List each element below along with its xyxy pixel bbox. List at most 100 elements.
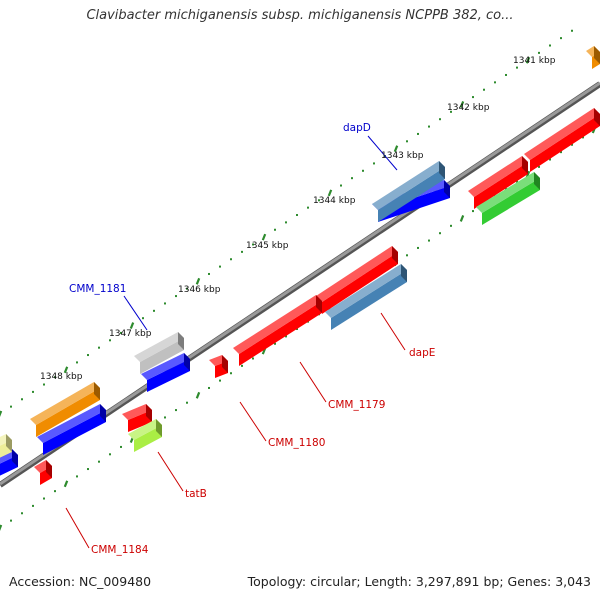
gene-CMM_1179-reverse: [316, 246, 398, 314]
gene-label-CMM_1184[interactable]: CMM_1184: [91, 544, 149, 556]
gene-top-face: [122, 404, 152, 420]
track-dot: [142, 317, 144, 320]
track-tick-mark: [393, 145, 399, 153]
track-dot: [318, 199, 320, 202]
gene-grey: [134, 332, 184, 374]
track-dot: [285, 221, 287, 224]
track-dot: [175, 409, 177, 412]
track-dot: [98, 460, 100, 463]
gene-label-CMM_1181[interactable]: CMM_1181: [69, 283, 126, 295]
track-dot: [10, 519, 12, 522]
gene-steelblue-upper: [372, 161, 445, 222]
gene-end-face: [316, 295, 322, 313]
gene-dapE-steelblue: [325, 264, 407, 330]
track-dot: [274, 228, 276, 231]
gene-front-face: [43, 410, 106, 455]
gene-top-face: [316, 246, 398, 302]
track-dot: [417, 246, 419, 249]
gene-label-dapE[interactable]: dapE: [409, 347, 435, 359]
track-dot: [175, 295, 177, 298]
track-dot: [582, 136, 584, 139]
gene-small-reverse: [209, 355, 228, 378]
label-leader-lines: [65, 135, 406, 549]
track-dot: [340, 184, 342, 187]
track-dot: [362, 169, 364, 172]
gene-top-face: [37, 404, 106, 443]
track-dot: [153, 309, 155, 312]
gene-top-face: [30, 382, 100, 425]
gene-label-tatB[interactable]: tatB: [185, 488, 207, 500]
track-dot: [252, 357, 254, 360]
gene-CMM_1181-forward: [141, 353, 190, 392]
track-dot: [494, 81, 496, 84]
track-dot: [219, 265, 221, 268]
gene-label-CMM_1180[interactable]: CMM_1180: [268, 437, 325, 449]
leader-CMM_1180: [239, 401, 267, 442]
gene-top-face: [141, 353, 190, 380]
leader-CMM_1179: [299, 361, 327, 403]
gene-end-face: [522, 156, 528, 174]
track-dot: [351, 177, 353, 180]
gene-lightgreen: [128, 419, 162, 452]
track-dot: [450, 224, 452, 227]
track-dot: [549, 158, 551, 161]
gene-end-face: [392, 246, 398, 264]
track-dot: [571, 143, 573, 146]
track-dot: [483, 88, 485, 91]
map-title: Clavibacter michiganensis subsp. michiga…: [86, 8, 514, 23]
gene-end-face: [100, 404, 106, 422]
track-dot: [241, 364, 243, 367]
track-dot: [87, 354, 89, 357]
gene-front-face: [482, 178, 540, 225]
gene-green: [476, 172, 540, 225]
gene-end-face: [94, 382, 100, 400]
track-dot: [406, 140, 408, 143]
gene-label-dapD[interactable]: dapD: [343, 122, 371, 134]
gene-end-face: [444, 180, 450, 198]
track-tick-mark: [63, 480, 69, 488]
track-tick-mark: [0, 410, 3, 417]
track-dot: [538, 51, 540, 54]
track-dot: [428, 125, 430, 128]
gene-top-face: [325, 264, 407, 318]
gene-front-face: [36, 388, 100, 437]
track-dot: [76, 361, 78, 364]
gene-top-face: [128, 419, 162, 440]
track-dot: [32, 390, 34, 393]
track-tick-mark: [459, 215, 465, 222]
track-dot: [219, 379, 221, 382]
track-dot: [186, 287, 188, 290]
track-dot: [560, 151, 562, 154]
gene-end-face: [594, 46, 600, 64]
gene-end-face: [401, 264, 407, 282]
track-tick-mark: [195, 277, 201, 285]
track-dot: [516, 66, 518, 69]
track-dot: [120, 331, 122, 334]
track-tick-mark: [0, 524, 3, 531]
track-dot: [252, 243, 254, 246]
track-dot: [10, 405, 12, 408]
track-dot: [472, 210, 474, 213]
gene-reverse-upper: [468, 156, 528, 209]
gene-end-face: [178, 332, 184, 350]
track-dot: [164, 302, 166, 305]
gene-tatB-reverse: [122, 404, 152, 432]
track-dot: [472, 96, 474, 99]
track-dot: [109, 453, 111, 456]
tick-label-1343: 1343 kbp: [381, 151, 424, 161]
gene-orange-left: [30, 382, 100, 437]
leader-tatB: [157, 451, 184, 492]
tick-label-1344: 1344 kbp: [313, 196, 356, 206]
gene-forward-left: [37, 404, 106, 455]
track-dot: [571, 29, 573, 32]
gene-features: [0, 46, 600, 485]
gene-front-face: [474, 162, 528, 209]
leader-CMM_1181: [123, 295, 148, 331]
track-dot: [406, 254, 408, 257]
track-dot: [32, 504, 34, 507]
track-dot: [296, 214, 298, 217]
gene-label-CMM_1179[interactable]: CMM_1179: [328, 399, 385, 411]
gene-front-face: [378, 186, 450, 222]
tick-label-1345: 1345 kbp: [246, 241, 289, 251]
